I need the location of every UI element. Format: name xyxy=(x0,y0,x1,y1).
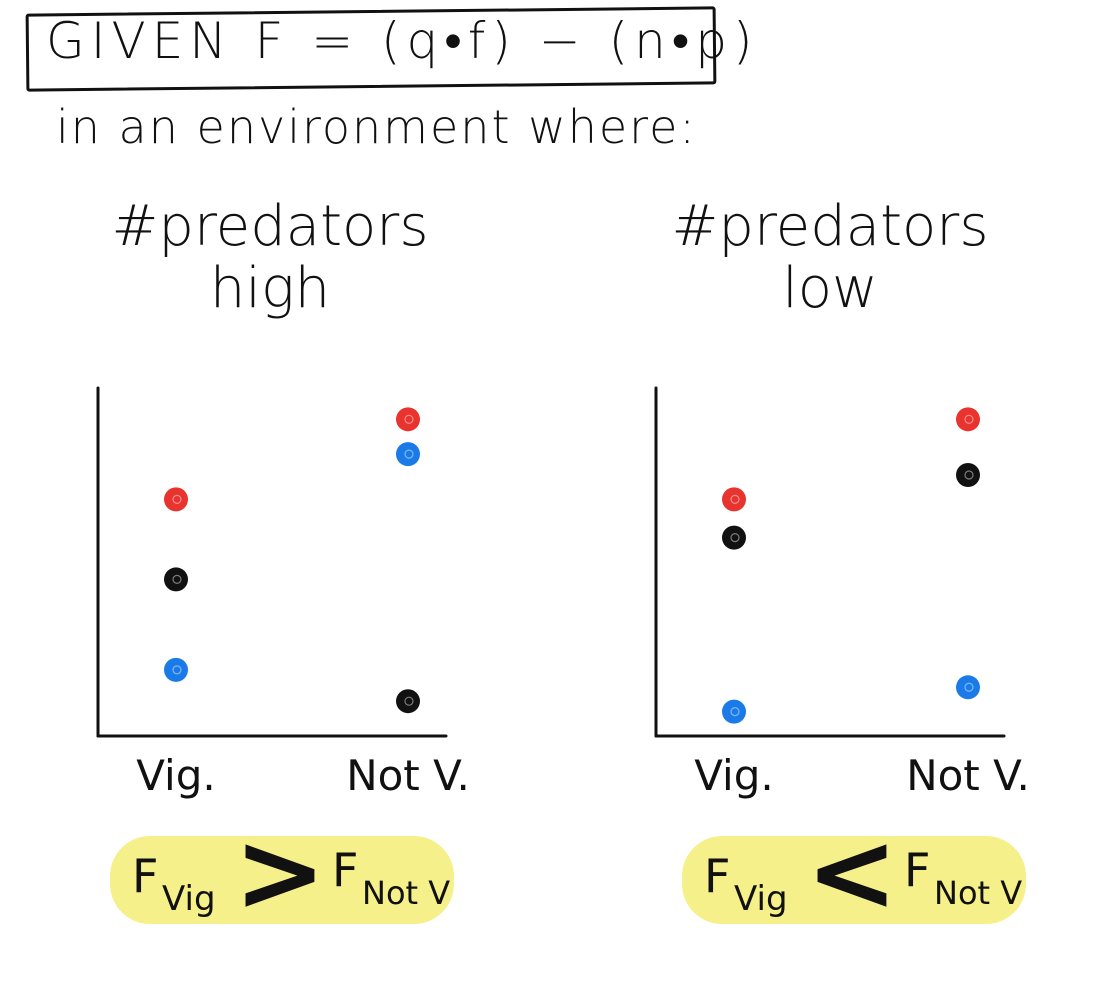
point-highlight-high-s1-c0 xyxy=(172,665,182,675)
point-highlight-high-s1-c1 xyxy=(404,449,414,459)
tick-label-high-1: Not V. xyxy=(346,751,470,800)
point-high-s0-c1 xyxy=(396,407,420,432)
point-low-s2-c0 xyxy=(722,699,746,724)
point-high-s0-c0 xyxy=(164,487,188,512)
point-low-s0-c1 xyxy=(956,407,980,432)
point-highlight-low-s2-c1 xyxy=(964,682,974,692)
tick-label-high-0: Vig. xyxy=(136,751,216,800)
point-high-s1-c1 xyxy=(396,442,420,467)
result-right-sub-low: Not V xyxy=(934,874,1022,912)
result-op-high: > xyxy=(234,808,326,936)
point-low-s1-c1 xyxy=(956,463,980,487)
panel-title-high: #predators high xyxy=(111,194,429,321)
result-right-sub-high: Not V xyxy=(362,874,450,912)
point-highlight-low-s1-c0 xyxy=(730,533,740,543)
point-high-s2-c1 xyxy=(396,689,420,714)
point-high-s2-c0 xyxy=(164,567,188,592)
point-highlight-low-s1-c1 xyxy=(964,470,974,480)
result-highlight-high xyxy=(110,836,454,924)
result-left-high: F xyxy=(132,849,158,903)
subtitle: in an environment where: xyxy=(56,100,697,154)
equation-title: GIVEN F = (q•f) − (n•p) xyxy=(46,12,759,70)
point-low-s1-c0 xyxy=(722,525,746,550)
point-highlight-low-s2-c0 xyxy=(730,707,740,717)
result-left-sub-high: Vig xyxy=(162,879,216,919)
result-right-low: F xyxy=(904,843,930,897)
point-highlight-low-s0-c1 xyxy=(964,414,974,424)
point-highlight-low-s0-c0 xyxy=(730,494,740,504)
point-highlight-high-s2-c1 xyxy=(404,696,414,706)
result-left-sub-low: Vig xyxy=(734,879,788,919)
result-op-low: < xyxy=(806,808,898,936)
point-highlight-high-s0-c0 xyxy=(172,494,182,504)
point-highlight-high-s0-c1 xyxy=(404,414,414,424)
point-highlight-high-s2-c0 xyxy=(172,574,182,585)
result-left-low: F xyxy=(704,849,730,903)
tick-label-low-1: Not V. xyxy=(906,751,1030,800)
result-highlight-low xyxy=(682,836,1026,924)
panel-title-low: #predators low xyxy=(671,194,989,321)
tick-label-low-0: Vig. xyxy=(694,751,774,800)
result-right-high: F xyxy=(332,843,358,897)
point-low-s2-c1 xyxy=(956,675,980,700)
point-high-s1-c0 xyxy=(164,657,188,682)
point-low-s0-c0 xyxy=(722,487,746,512)
